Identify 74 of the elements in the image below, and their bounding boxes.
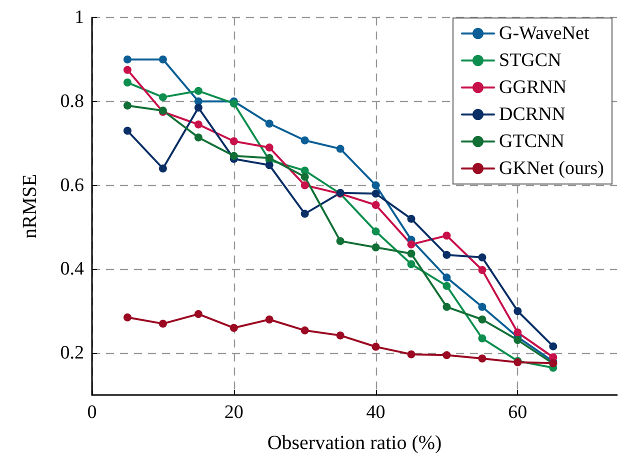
point [478,266,486,274]
point [158,93,167,102]
point [265,316,274,324]
point [442,351,451,360]
point [158,164,167,172]
point [442,282,451,290]
point [300,172,309,181]
point [300,326,309,334]
point [372,342,380,351]
legend-label: GKNet (ours) [499,158,604,179]
point [158,55,167,64]
legend-label: DCRNN [499,104,566,125]
point [407,214,416,223]
legend-label: STGCN [499,50,562,71]
x-tick-label: 40 [366,402,386,423]
point [372,190,380,198]
point [372,243,380,252]
legend-label: G-WaveNet [499,23,590,44]
point [230,324,238,332]
point [372,200,380,209]
point [549,342,558,350]
point [442,302,451,311]
point [336,237,344,246]
point [372,227,380,236]
point [265,161,274,170]
y-axis-title: nRMSE [19,174,41,238]
y-tick-label: 0.8 [60,90,84,112]
point [123,55,132,64]
point [514,307,522,316]
point [123,102,132,110]
point [336,144,344,153]
y-tick-label: 0.4 [60,258,84,280]
point [300,181,309,190]
point [514,336,522,344]
legend-label: GTCNN [499,131,565,152]
point [407,250,416,258]
point [300,136,309,144]
point [158,320,167,328]
x-tick-label: 20 [224,402,244,423]
point [265,144,274,152]
point [442,232,451,240]
x-tick-label: 0 [87,402,97,423]
point [123,66,132,74]
point [407,350,416,358]
point [230,152,238,160]
point [478,253,486,262]
point [478,302,486,311]
point [336,331,344,340]
point [478,316,486,324]
x-axis-title: Observation ratio (%) [267,432,442,454]
point [123,78,132,87]
y-tick-label: 0.2 [60,342,84,364]
point [230,137,238,146]
point [194,310,202,318]
point [265,120,274,128]
point [300,210,309,218]
point [194,120,202,128]
point [194,133,202,142]
point [407,240,416,248]
y-tick-label: 0.6 [60,174,84,196]
point [372,181,380,190]
point [123,126,132,135]
point [194,104,202,112]
point [194,86,202,95]
legend-label: GGRNN [499,77,567,98]
point [123,313,132,322]
point [442,274,451,282]
point [407,260,416,268]
point [514,328,522,336]
point [478,334,486,342]
point [478,354,486,363]
point [442,250,451,259]
y-tick-label: 1 [74,7,84,28]
x-tick-label: 60 [508,402,528,423]
